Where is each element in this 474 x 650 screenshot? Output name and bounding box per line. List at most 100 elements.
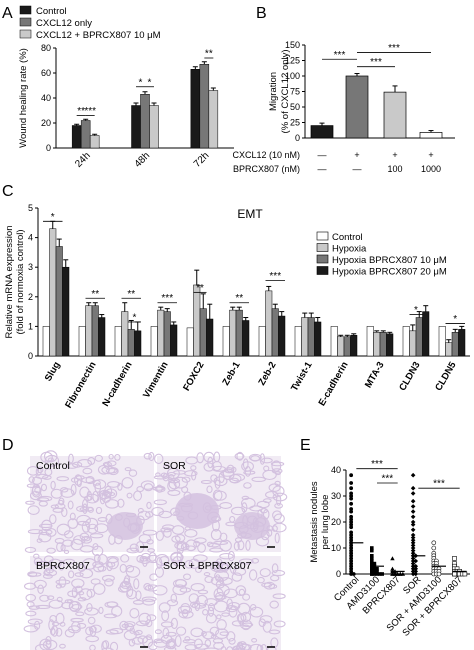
lung-alveolus: [263, 465, 270, 472]
lung-alveolus: [107, 557, 119, 570]
panel-e-point: [413, 558, 419, 564]
lung-alveolus: [202, 608, 209, 616]
panel-e-metastasis-chart: 0 10 20 30 40 Metastasis nodules per lung lobe…: [309, 459, 470, 639]
panel-e-point: [349, 514, 354, 519]
panel-a-legend-label: Control: [36, 6, 67, 17]
lung-alveolus: [176, 540, 188, 552]
lung-alveolus: [160, 621, 174, 628]
panel-e-y-tick-label: 0: [336, 569, 341, 579]
panel-e-point: [349, 486, 354, 491]
panel-letter-e: E: [300, 437, 311, 454]
lung-alveolus: [93, 553, 101, 563]
lung-alveolus: [125, 565, 141, 578]
panel-c-y-tick-label: 2: [28, 292, 33, 302]
panel-c-y-tick-label: 5: [28, 203, 33, 213]
panel-c-significance-stars: *: [453, 314, 457, 325]
lung-alveolus: [56, 523, 71, 536]
lung-alveolus: [89, 644, 96, 650]
panel-c-bar: [409, 330, 417, 357]
panel-c-significance-stars: **: [91, 289, 99, 300]
panel-e-point: [390, 556, 395, 561]
lung-alveolus: [40, 483, 48, 492]
panel-b-table-cell: 1000: [421, 164, 441, 174]
panel-e-y-axis-label-line2: per lung lobe: [320, 495, 331, 550]
lung-alveolus: [195, 566, 203, 573]
lung-alveolus: [25, 610, 37, 617]
panel-a-significance-stars: **: [205, 49, 213, 60]
lung-alveolus: [271, 460, 282, 472]
lung-alveolus: [274, 502, 283, 509]
lung-alveolus: [251, 638, 258, 643]
panel-e-point: [410, 561, 416, 566]
lung-alveolus: [229, 562, 237, 574]
lung-alveolus: [85, 635, 100, 643]
lung-alveolus: [219, 553, 234, 560]
lung-alveolus: [79, 568, 94, 579]
panel-c-bar: [307, 317, 315, 357]
lung-alveolus: [101, 574, 115, 582]
lung-alveolus: [152, 486, 165, 491]
panel-c-legend-label: Hypoxia BPRCX807 10 μM: [332, 255, 447, 266]
micrograph-label: BPRCX807: [36, 560, 90, 572]
lung-alveolus: [172, 556, 183, 567]
lung-alveolus: [86, 602, 93, 612]
lung-alveolus: [137, 507, 144, 514]
panel-a-x-tick-label: 24h: [73, 150, 93, 170]
panel-c-bar: [186, 327, 194, 357]
lung-alveolus: [219, 631, 230, 636]
panel-a-legend-swatch: [19, 5, 32, 15]
lung-alveolus: [57, 499, 64, 505]
lung-alveolus: [276, 494, 282, 506]
lung-alveolus: [222, 468, 235, 481]
lung-alveolus: [230, 473, 246, 482]
lung-alveolus: [190, 465, 197, 471]
lung-alveolus: [173, 476, 188, 489]
panel-c-y-tick-label: 0: [28, 351, 33, 361]
lung-alveolus: [223, 588, 238, 599]
panel-c-legend-label: Hypoxia BPRCX807 20 μM: [332, 267, 447, 278]
panel-e-point: [372, 572, 377, 576]
lung-alveolus: [38, 529, 53, 536]
lung-alveolus: [174, 635, 182, 648]
lung-alveolus: [160, 472, 168, 479]
panel-b-significance-stars: ***: [388, 43, 400, 54]
panel-c-title: EMT: [237, 207, 263, 221]
panel-a-significance-stars: *: [139, 77, 143, 88]
lung-alveolus: [159, 556, 170, 565]
panel-a-bar: [190, 69, 201, 149]
lung-alveolus: [86, 588, 96, 598]
lung-alveolus: [46, 547, 56, 554]
panel-c-legend-label: Hypoxia: [332, 244, 367, 255]
lung-alveolus: [153, 499, 167, 506]
lung-alveolus: [27, 571, 38, 578]
lung-alveolus: [196, 594, 208, 607]
panel-e-point: [413, 571, 419, 577]
lung-alveolus: [101, 465, 116, 475]
panel-c-bar: [445, 342, 453, 357]
panel-c-bar: [350, 335, 358, 357]
lung-alveolus: [108, 453, 114, 460]
lung-alveolus: [145, 619, 153, 628]
lung-alveolus: [162, 627, 170, 639]
lung-alveolus: [87, 616, 96, 625]
panel-e-point: [372, 561, 377, 566]
lung-alveolus: [56, 476, 70, 482]
lung-alveolus: [262, 498, 272, 504]
panel-c-y-tick-label: 4: [28, 233, 33, 243]
lung-alveolus: [271, 569, 286, 577]
lung-alveolus: [68, 453, 74, 464]
lung-alveolus: [179, 587, 192, 593]
panel-e-point: [349, 491, 354, 496]
panel-a-legend-label: CXCL12 + BPRCX807 10 μM: [36, 30, 161, 41]
panel-c-x-tick-label: Slug: [43, 360, 63, 383]
lung-alveolus: [234, 452, 245, 460]
lung-alveolus: [50, 480, 56, 490]
panel-c-x-tick-label: Zeb-1: [220, 359, 243, 387]
lung-alveolus: [28, 476, 35, 483]
panel-e-y-tick-label: 30: [331, 491, 341, 501]
lung-alveolus: [155, 530, 164, 541]
panel-c-legend-swatch: [316, 231, 329, 241]
lung-alveolus: [70, 538, 84, 551]
lung-alveolus: [207, 606, 215, 617]
